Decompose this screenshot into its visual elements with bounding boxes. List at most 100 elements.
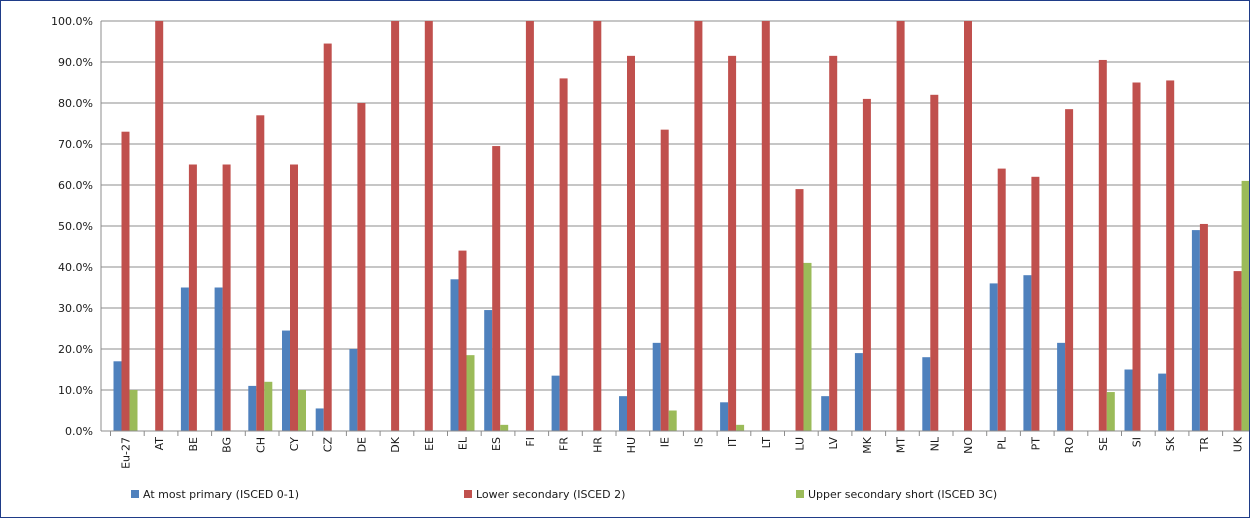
bar: [256, 115, 265, 432]
bar: [525, 21, 534, 431]
legend-swatch: [464, 490, 472, 498]
y-tick-label: 20.0%: [58, 343, 93, 356]
bar: [424, 21, 433, 431]
legend: At most primary (ISCED 0-1) Lower seconda…: [131, 488, 997, 501]
x-tick-label: PL: [996, 436, 1009, 450]
x-tick-label: UK: [1232, 436, 1245, 452]
bar: [559, 78, 568, 432]
x-tick-label: LT: [760, 437, 773, 449]
x-tick-label: LV: [827, 437, 840, 450]
bar: [1241, 180, 1250, 431]
x-tick-label: NO: [962, 437, 975, 454]
bar: [248, 385, 257, 431]
bar: [694, 21, 703, 431]
bar: [121, 131, 130, 431]
legend-swatch: [796, 490, 804, 498]
x-tick-label: LU: [794, 437, 807, 451]
bar: [821, 396, 830, 431]
bar: [551, 375, 560, 431]
bar: [720, 402, 729, 431]
bar: [862, 98, 871, 432]
bar: [829, 55, 838, 431]
bars: [113, 21, 1250, 432]
bar: [357, 103, 366, 431]
x-tick-label: FR: [558, 437, 571, 451]
x-tick-label: IT: [726, 437, 739, 447]
x-tick-label: IS: [692, 437, 705, 447]
x-tick-label: DE: [355, 437, 368, 452]
x-tick-label: BE: [187, 437, 200, 452]
bar: [450, 279, 459, 431]
x-tick-label: FI: [524, 437, 537, 447]
bar: [1132, 82, 1141, 431]
bar: [458, 250, 467, 431]
x-tick-label: BG: [221, 437, 234, 453]
x-tick-label: DK: [389, 436, 402, 452]
bar: [290, 164, 298, 431]
bar: [803, 262, 812, 431]
bar: [1031, 176, 1040, 431]
bar: [500, 424, 509, 431]
legend-label: Lower secondary (ISCED 2): [476, 488, 625, 501]
bar: [1098, 59, 1107, 431]
y-tick-label: 100.0%: [51, 15, 93, 28]
bar: [668, 410, 677, 431]
x-tick-label: EE: [423, 437, 436, 451]
legend-label: Upper secondary short (ISCED 3C): [808, 488, 997, 501]
bar: [1166, 80, 1175, 431]
y-tick-label: 0.0%: [65, 425, 93, 438]
bar: [1233, 271, 1242, 431]
bar: [298, 390, 306, 431]
bar: [989, 283, 998, 431]
bar: [854, 353, 863, 431]
x-tick-label: SE: [1097, 437, 1110, 451]
bar: [155, 21, 164, 431]
bar: [1158, 373, 1167, 431]
bar: [736, 424, 745, 431]
x-tick-label: CH: [254, 437, 267, 453]
y-tick-label: 60.0%: [58, 179, 93, 192]
bar: [188, 164, 197, 431]
x-tick-label: Eu-27: [120, 437, 133, 469]
y-tick-label: 50.0%: [58, 220, 93, 233]
x-tick-label: MK: [861, 436, 874, 453]
x-tick-label: HR: [591, 437, 604, 453]
bar: [1106, 392, 1115, 431]
bar: [1057, 342, 1066, 431]
bar: [896, 21, 905, 431]
x-tick-label: CZ: [322, 437, 335, 453]
bar: [180, 287, 189, 431]
y-tick-label: 30.0%: [58, 302, 93, 315]
x-tick-label: IE: [659, 437, 672, 447]
x-tick-label: AT: [153, 437, 166, 451]
bar: [652, 342, 661, 431]
x-tick-label: EL: [457, 436, 470, 450]
bar: [323, 43, 332, 432]
x-tick-label: NL: [928, 436, 941, 451]
legend-label: At most primary (ISCED 0-1): [143, 488, 299, 501]
bar: [795, 189, 804, 431]
bar: [1191, 230, 1200, 431]
y-tick-label: 80.0%: [58, 97, 93, 110]
bar: [660, 129, 669, 431]
bar: [315, 408, 324, 431]
y-tick-label: 40.0%: [58, 261, 93, 274]
axes: 0.0% 10.0% 20.0% 30.0% 40.0% 50.0% 60.0% 70.0% 8…: [51, 15, 1249, 469]
y-tick-label: 90.0%: [58, 56, 93, 69]
x-tick-label: ES: [490, 437, 503, 451]
bar: [1199, 223, 1208, 431]
bar: [593, 21, 602, 431]
y-tick-label: 70.0%: [58, 138, 93, 151]
y-tick-label: 10.0%: [58, 384, 93, 397]
bar: [349, 349, 358, 431]
bar: [964, 21, 972, 431]
bar: [930, 94, 939, 432]
x-tick-label: CY: [288, 437, 301, 451]
gridlines: [101, 20, 1249, 432]
legend-swatch: [131, 490, 139, 498]
bar: [1124, 369, 1133, 431]
bar: [484, 310, 493, 431]
x-tick-label: RO: [1063, 437, 1076, 454]
